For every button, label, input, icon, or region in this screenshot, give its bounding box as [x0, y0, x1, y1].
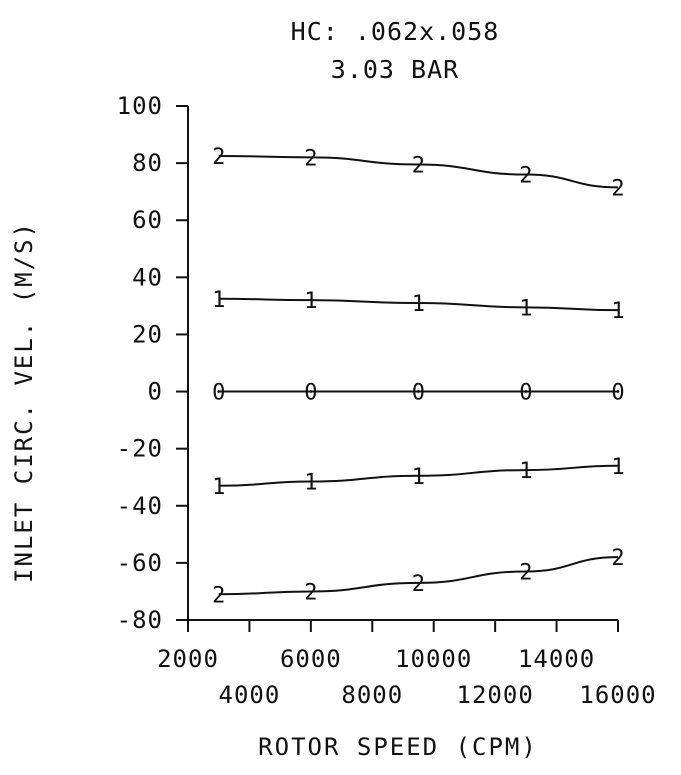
y-tick-label: -20 — [117, 435, 163, 463]
data-point-marker: 2 — [212, 583, 225, 608]
y-tick-label: 100 — [117, 92, 163, 120]
x-tick-label: 6000 — [280, 645, 342, 673]
data-point-marker: 1 — [611, 455, 624, 480]
y-tick-label: -40 — [117, 492, 163, 520]
series-line — [218, 556, 619, 596]
x-tick-label: 16000 — [579, 681, 656, 709]
y-tick-label: 20 — [132, 320, 163, 348]
data-point-marker: 1 — [304, 471, 317, 496]
data-point-marker: 2 — [304, 146, 317, 171]
y-tick-label: -60 — [117, 549, 163, 577]
series-line — [218, 154, 619, 189]
data-point-marker: 0 — [212, 381, 225, 406]
data-point-marker: 2 — [611, 546, 624, 571]
data-point-marker: 0 — [519, 381, 532, 406]
data-point-marker: 2 — [412, 154, 425, 179]
x-tick-label: 4000 — [219, 681, 281, 709]
series-layer: 2 2 2 2 2 1 1 1 1 1 0 0 0 0 0 1 1 1 1 1 2 2 2 2 2 — [212, 145, 625, 608]
x-tick-label: 14000 — [518, 645, 595, 673]
y-tick-label: 40 — [132, 263, 163, 291]
data-point-marker: 1 — [412, 465, 425, 490]
data-point-marker: 0 — [304, 381, 317, 406]
x-tick-label: 8000 — [341, 681, 403, 709]
x-axis-ticks: 2000 6000 10000 14000 4000 8000 12000 16000 — [157, 620, 656, 709]
data-point-marker: 1 — [519, 296, 532, 321]
x-tick-label: 12000 — [457, 681, 534, 709]
x-axis-label: ROTOR SPEED (CPM) — [258, 733, 538, 761]
y-axis-label: INLET CIRC. VEL. (M/S) — [10, 221, 38, 583]
series-line — [218, 464, 619, 487]
data-point-marker: 0 — [611, 381, 624, 406]
data-point-marker: 1 — [304, 289, 317, 314]
data-point-marker: 1 — [412, 292, 425, 317]
chart-subtitle: 3.03 BAR — [331, 55, 459, 84]
data-point-marker: 1 — [611, 299, 624, 324]
data-point-marker: 2 — [611, 176, 624, 201]
chart-title: HC: .062x.058 — [291, 17, 500, 46]
y-tick-label: 0 — [148, 378, 163, 406]
y-tick-label: 80 — [132, 149, 163, 177]
x-tick-label: 10000 — [395, 645, 472, 673]
data-point-marker: 2 — [212, 145, 225, 170]
y-axis-ticks: 100 80 60 40 20 0 -20 -40 -60 -80 — [117, 92, 188, 634]
y-tick-label: -80 — [117, 606, 163, 634]
data-point-marker: 1 — [212, 475, 225, 500]
series-line — [218, 297, 619, 312]
y-tick-label: 60 — [132, 206, 163, 234]
data-point-marker: 2 — [519, 560, 532, 585]
data-point-marker: 2 — [519, 164, 532, 189]
data-point-marker: 2 — [304, 580, 317, 605]
x-tick-label: 2000 — [157, 645, 219, 673]
data-point-marker: 0 — [412, 381, 425, 406]
data-point-marker: 1 — [519, 459, 532, 484]
data-point-marker: 1 — [212, 288, 225, 313]
data-point-marker: 2 — [412, 572, 425, 597]
